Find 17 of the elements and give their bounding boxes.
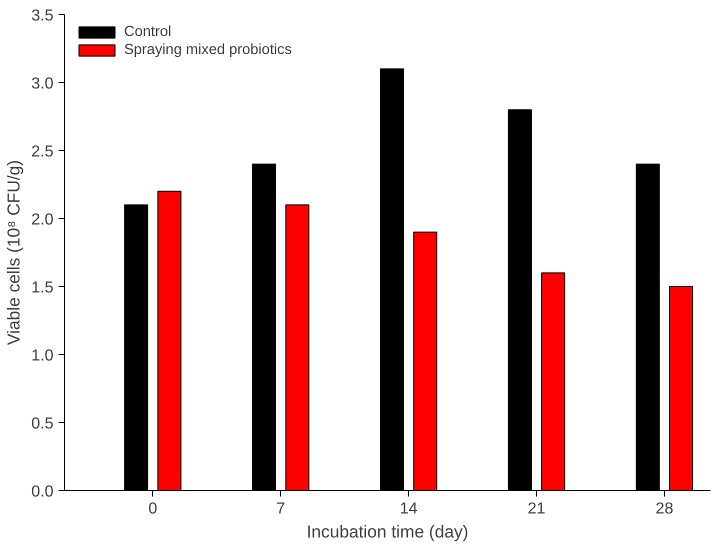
y-tick-label: 0.0: [31, 484, 54, 500]
x-axis-title: Incubation time (day): [306, 522, 468, 542]
y-axis-title: Viable cells (10⁸ CFU/g): [3, 160, 24, 346]
legend-label: Spraying mixed probiotics: [124, 42, 292, 58]
x-tick-label: 21: [528, 500, 546, 518]
y-tick-label: 3.0: [31, 76, 54, 92]
x-tick-label: 0: [148, 500, 158, 518]
legend-label: Control: [124, 24, 172, 40]
y-tick-label: 1.5: [31, 280, 54, 296]
x-tick-label: 14: [400, 500, 418, 518]
y-tick-label: 1.0: [31, 348, 54, 364]
y-tick-label: 3.5: [31, 8, 54, 24]
y-tick-label: 2.5: [31, 144, 54, 160]
x-tick-label: 7: [276, 500, 286, 518]
y-tick-label: 0.5: [31, 416, 54, 432]
y-tick-label: 2.0: [31, 212, 54, 228]
x-tick-label: 28: [656, 500, 674, 518]
